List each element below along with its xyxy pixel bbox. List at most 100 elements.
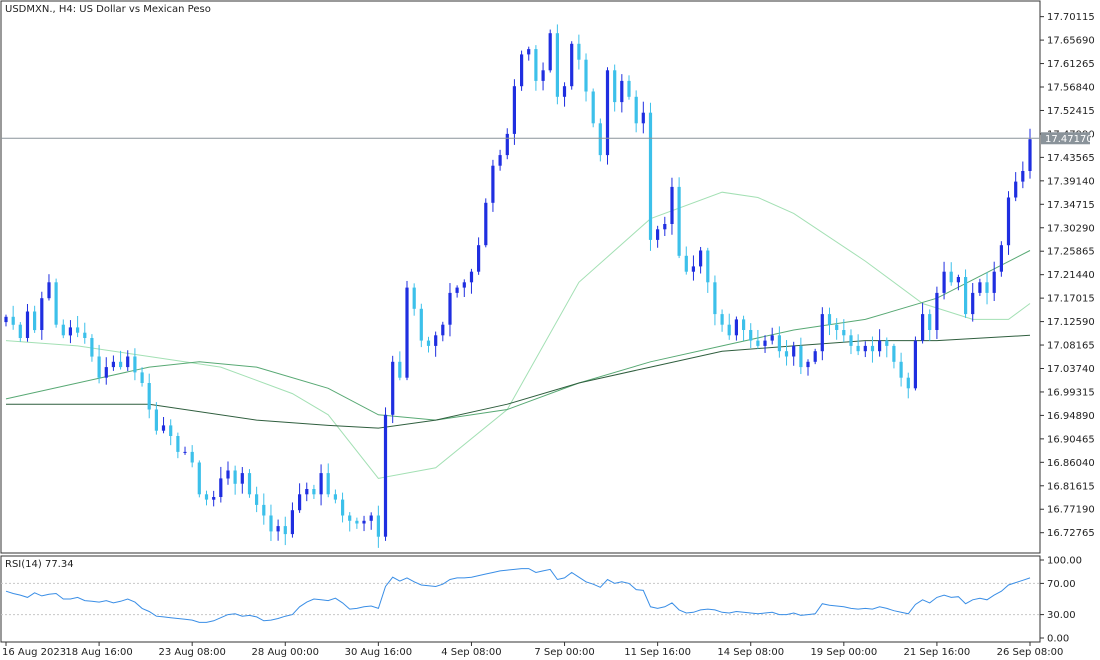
candle[interactable]: [1021, 161, 1025, 189]
candle[interactable]: [892, 343, 896, 369]
candle[interactable]: [183, 446, 187, 455]
candle[interactable]: [54, 278, 58, 328]
candle[interactable]: [663, 216, 667, 237]
candle[interactable]: [126, 350, 130, 372]
candle[interactable]: [18, 322, 22, 342]
candle[interactable]: [720, 309, 724, 332]
candle[interactable]: [90, 334, 94, 362]
candle[interactable]: [627, 75, 631, 100]
candle[interactable]: [699, 246, 703, 274]
candle[interactable]: [691, 255, 695, 281]
candle[interactable]: [61, 319, 65, 339]
candle[interactable]: [111, 355, 115, 371]
candle[interactable]: [956, 274, 960, 291]
candle[interactable]: [362, 515, 366, 532]
candle[interactable]: [570, 41, 574, 90]
candle[interactable]: [4, 314, 8, 327]
candle[interactable]: [605, 67, 610, 165]
candle[interactable]: [298, 483, 302, 513]
candle[interactable]: [491, 159, 495, 212]
candle[interactable]: [341, 492, 345, 523]
candle[interactable]: [247, 469, 252, 498]
candle[interactable]: [670, 177, 674, 235]
candle[interactable]: [949, 262, 953, 286]
candle[interactable]: [147, 373, 151, 419]
candle[interactable]: [104, 357, 108, 385]
candle[interactable]: [820, 307, 824, 361]
candle[interactable]: [305, 482, 309, 502]
candle[interactable]: [763, 335, 767, 353]
candle[interactable]: [656, 225, 660, 248]
candle[interactable]: [68, 320, 72, 344]
candle[interactable]: [713, 275, 717, 326]
candle[interactable]: [842, 319, 846, 343]
candle[interactable]: [434, 331, 438, 357]
candle[interactable]: [555, 24, 559, 105]
candle[interactable]: [355, 517, 359, 529]
candle[interactable]: [169, 419, 173, 446]
candle[interactable]: [806, 359, 810, 376]
candle[interactable]: [598, 118, 602, 162]
candle[interactable]: [734, 316, 738, 341]
candle[interactable]: [455, 285, 459, 298]
candle[interactable]: [484, 198, 488, 248]
candle[interactable]: [648, 102, 653, 251]
candle[interactable]: [964, 269, 968, 318]
candle[interactable]: [405, 280, 409, 381]
candle[interactable]: [505, 128, 509, 160]
candle[interactable]: [677, 177, 681, 259]
candle[interactable]: [777, 326, 781, 358]
candle[interactable]: [799, 337, 803, 375]
candle[interactable]: [154, 402, 158, 435]
candle[interactable]: [577, 34, 581, 70]
candle[interactable]: [448, 283, 452, 337]
candle[interactable]: [878, 329, 882, 357]
candle[interactable]: [462, 279, 466, 297]
candle[interactable]: [312, 484, 316, 499]
candle[interactable]: [727, 313, 731, 340]
candle[interactable]: [899, 352, 903, 387]
candle[interactable]: [928, 309, 932, 341]
candle[interactable]: [369, 512, 373, 530]
candle[interactable]: [885, 337, 889, 358]
candle[interactable]: [190, 445, 194, 468]
candle[interactable]: [770, 327, 774, 345]
candle[interactable]: [290, 502, 294, 538]
candle[interactable]: [283, 516, 287, 546]
candle[interactable]: [25, 304, 30, 342]
candle[interactable]: [47, 274, 51, 301]
candle[interactable]: [971, 282, 975, 322]
candle[interactable]: [913, 336, 917, 391]
candle[interactable]: [97, 344, 101, 384]
candle[interactable]: [469, 268, 474, 294]
candle[interactable]: [906, 372, 910, 399]
candle[interactable]: [921, 303, 925, 344]
candle[interactable]: [541, 62, 545, 91]
candle[interactable]: [498, 149, 502, 171]
candle[interactable]: [426, 336, 431, 353]
candle[interactable]: [512, 79, 516, 145]
candle[interactable]: [383, 407, 388, 541]
candle[interactable]: [978, 278, 982, 296]
candle[interactable]: [613, 64, 617, 112]
candle[interactable]: [827, 307, 832, 336]
candle[interactable]: [333, 489, 337, 504]
candle[interactable]: [835, 318, 839, 340]
candle[interactable]: [376, 505, 380, 548]
candle[interactable]: [204, 490, 209, 506]
candle[interactable]: [706, 247, 710, 293]
candle[interactable]: [176, 432, 180, 459]
candle[interactable]: [1014, 172, 1018, 202]
candle[interactable]: [999, 241, 1003, 277]
candle[interactable]: [742, 315, 746, 341]
candle[interactable]: [40, 291, 44, 340]
candle[interactable]: [548, 29, 552, 73]
candle[interactable]: [119, 350, 123, 370]
candle[interactable]: [756, 329, 760, 349]
candle[interactable]: [161, 417, 166, 434]
candle[interactable]: [11, 305, 15, 330]
candle[interactable]: [419, 303, 423, 348]
candle[interactable]: [684, 246, 688, 275]
candle[interactable]: [219, 466, 223, 503]
candle[interactable]: [133, 348, 137, 381]
